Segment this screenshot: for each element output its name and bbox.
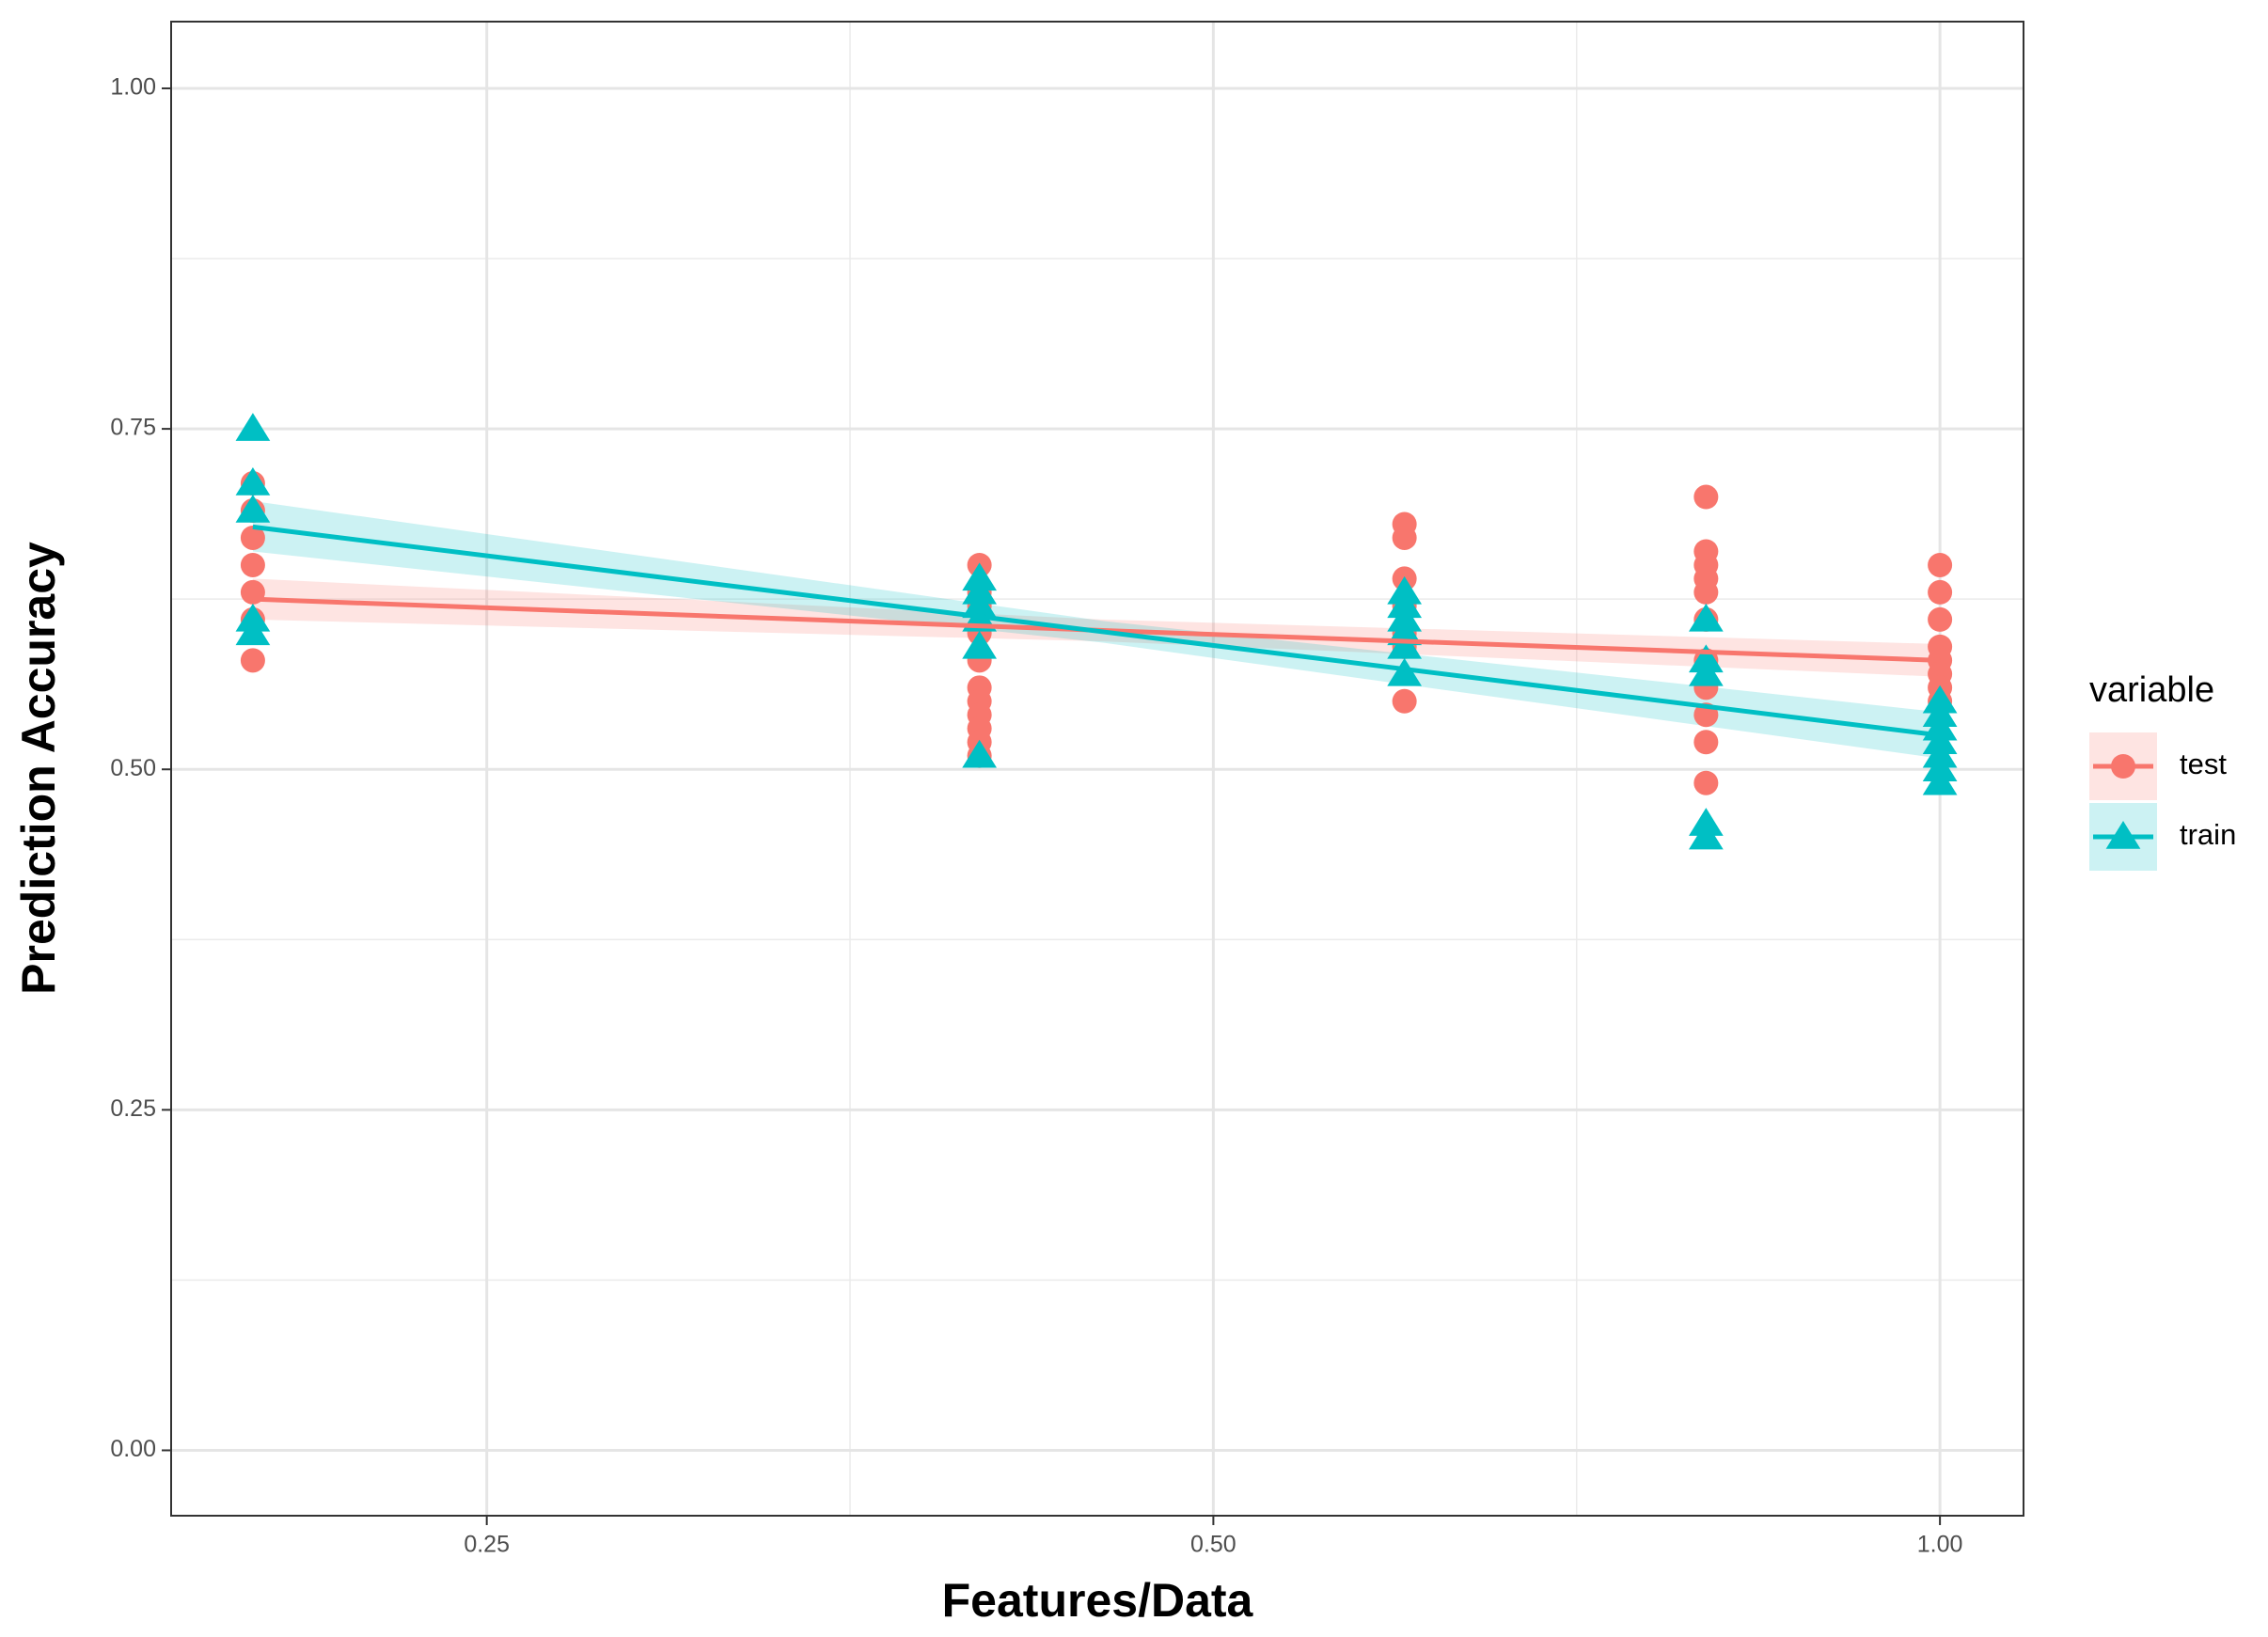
confidence-band: [252, 578, 1941, 677]
point: [962, 739, 997, 768]
point: [1928, 606, 1953, 632]
panel-border: [170, 21, 2024, 1517]
y-tick-label: 1.00: [110, 74, 156, 101]
point: [1693, 484, 1719, 510]
legend-title: variable: [2089, 670, 2214, 710]
point: [240, 648, 265, 673]
point: [1922, 766, 1958, 795]
x-axis-title: Features/Data: [942, 1574, 1254, 1627]
point: [1688, 603, 1724, 632]
point: [240, 525, 265, 550]
point: [240, 552, 265, 577]
legend-label: test: [2180, 748, 2227, 780]
x-tick-label: 0.50: [1190, 1532, 1236, 1558]
point: [1693, 770, 1719, 795]
point: [1387, 657, 1423, 686]
y-tick-label: 0.00: [110, 1436, 156, 1462]
point: [1688, 657, 1724, 686]
point: [235, 413, 271, 441]
point: [1693, 579, 1719, 605]
point: [235, 617, 271, 646]
point: [1928, 579, 1953, 605]
point: [962, 630, 997, 659]
point: [1688, 821, 1724, 850]
point: [1693, 730, 1719, 755]
point: [1387, 630, 1423, 659]
y-axis-title: Prediction Accuracy: [12, 542, 65, 995]
point: [1392, 525, 1417, 550]
point: [1392, 688, 1417, 714]
y-tick-label: 0.75: [110, 415, 156, 441]
x-tick-label: 0.25: [464, 1532, 510, 1558]
legend-label: train: [2180, 818, 2236, 851]
fit-line: [252, 524, 1941, 738]
point: [1928, 552, 1953, 577]
legend-key-marker: [2105, 821, 2141, 849]
point: [235, 467, 271, 496]
point: [235, 495, 271, 523]
legend-key-marker: [2111, 754, 2135, 779]
y-tick-label: 0.50: [110, 755, 156, 781]
x-tick-label: 1.00: [1917, 1532, 1963, 1558]
y-tick-label: 0.25: [110, 1095, 156, 1122]
